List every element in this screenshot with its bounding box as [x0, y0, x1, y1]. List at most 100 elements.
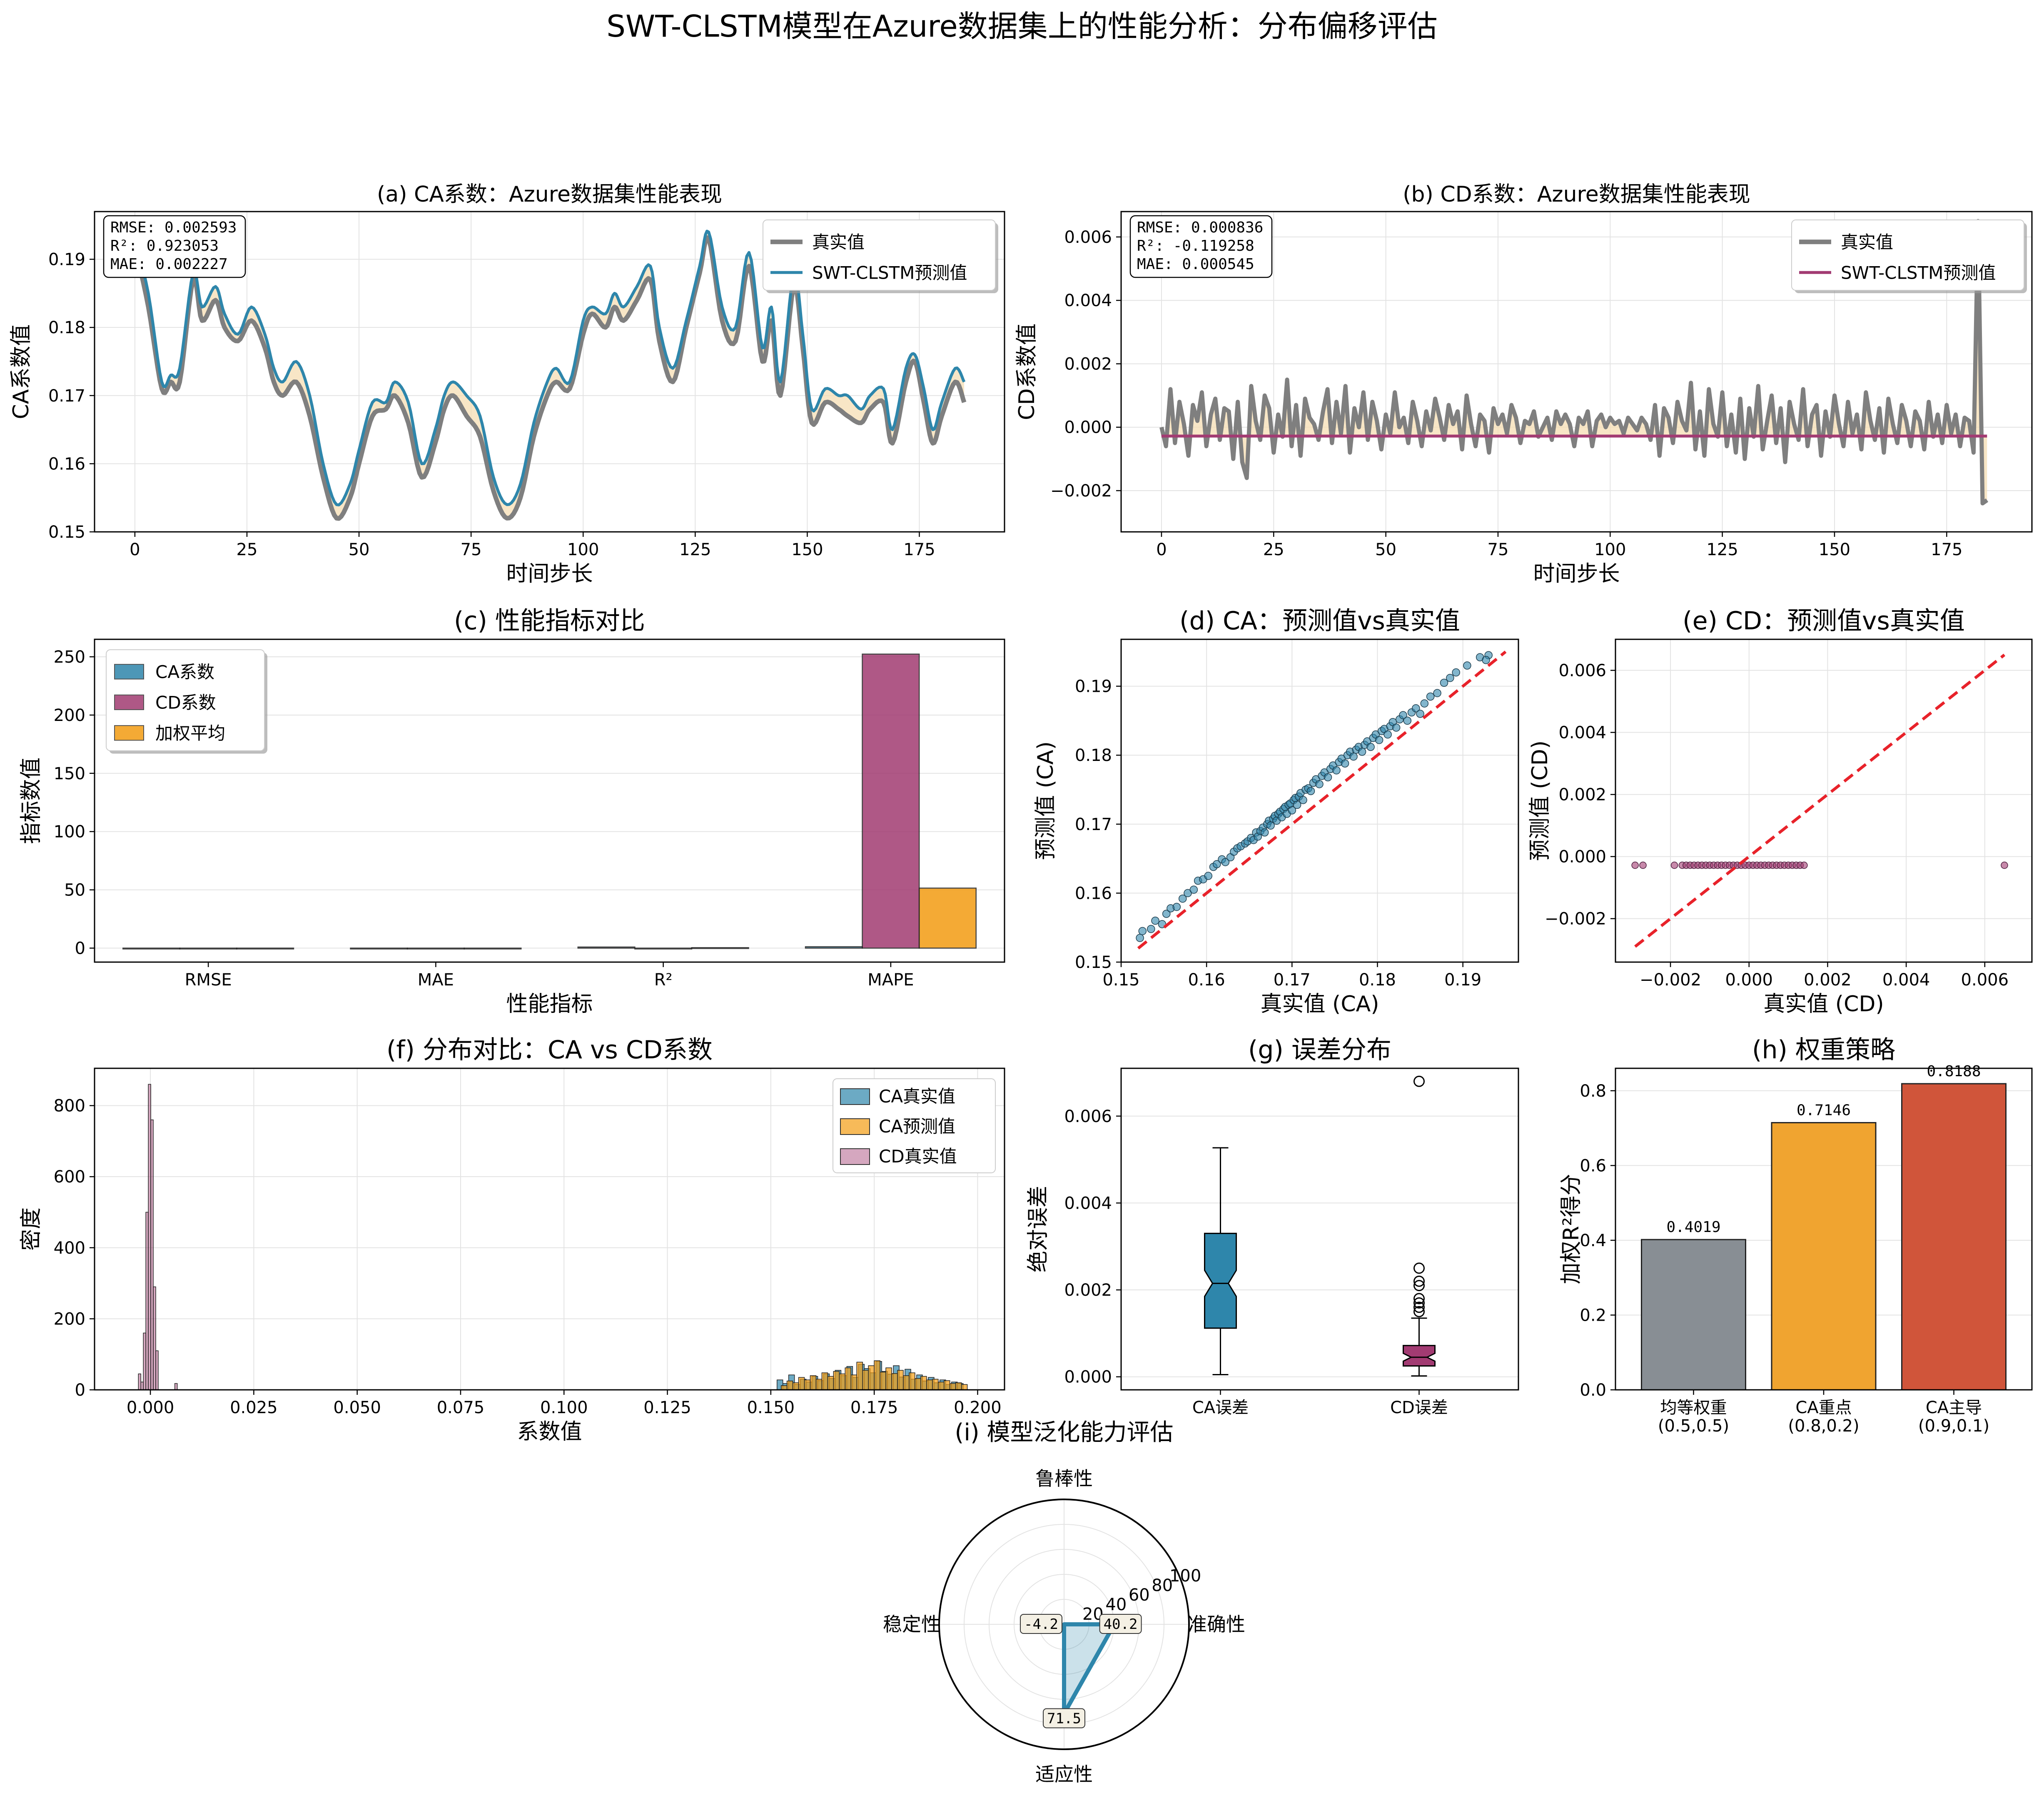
panel-f: 0.000 0.025 0.050 0.075 0.100 0.125 0.150 0.175…: [19, 1035, 1005, 1444]
hist-bar-cd-true: [155, 1350, 159, 1390]
ideal-diagonal-line: [1634, 653, 2006, 948]
y-axis-label: 加权R²得分: [1559, 1174, 1584, 1284]
y-tick-label: 0.16: [1075, 884, 1112, 903]
scatter-point: [1138, 927, 1147, 935]
y-tick-label: 200: [54, 706, 85, 725]
scatter-point: [1403, 716, 1412, 725]
legend-box: [106, 649, 265, 751]
x-tick-label: 125: [1706, 540, 1738, 559]
x-tick-label: (0.8,0.2): [1788, 1416, 1859, 1436]
scatter-point: [1306, 787, 1315, 796]
hist-bar-ca-pred: [874, 1360, 880, 1390]
axes-frame: [94, 211, 1005, 533]
hist-bar-ca-pred: [780, 1385, 788, 1390]
hist-bar-ca-pred: [903, 1375, 910, 1390]
hist-bar-ca-pred: [932, 1379, 939, 1390]
x-tick-label: 0.16: [1188, 970, 1225, 990]
y-tick-label: 0.000: [1558, 848, 1606, 867]
x-tick-label: 150: [791, 540, 823, 559]
scatter-point: [1293, 800, 1301, 809]
x-tick-label: RMSE: [185, 970, 232, 990]
radial-tick-label: 40: [1105, 1595, 1127, 1614]
scatter-point: [1151, 916, 1159, 925]
y-tick-label: 200: [54, 1309, 85, 1329]
panel-title: (a) CA系数：Azure数据集性能表现: [377, 182, 722, 207]
y-tick-label: 400: [54, 1239, 85, 1258]
strategy-bar: [1641, 1239, 1746, 1391]
scatter-point: [1204, 872, 1213, 880]
hist-bar-cd-true: [138, 1373, 141, 1390]
axes-frame: [1615, 638, 2033, 963]
axes-frame: [1120, 638, 1519, 963]
x-axis-label: 系数值: [517, 1419, 582, 1444]
y-tick-label: 0.004: [1558, 723, 1606, 743]
axes-frame: [1615, 1067, 2033, 1391]
x-tick-label: MAE: [418, 970, 454, 990]
scatter-point: [2001, 861, 2008, 869]
scatter-point: [1358, 748, 1366, 756]
polar-frame: [938, 1499, 1190, 1750]
hist-bar-ca-pred: [810, 1375, 817, 1390]
radar-value-box: [1043, 1708, 1085, 1728]
bar-mae-0: [350, 948, 408, 950]
outlier-point: [1413, 1280, 1425, 1292]
x-tick-label: 0.200: [954, 1398, 1002, 1417]
scatter-point: [1332, 766, 1341, 775]
y-tick-label: 0.002: [1558, 786, 1606, 805]
x-tick-label: 0.15: [1102, 970, 1139, 990]
x-tick-label: 0.075: [437, 1398, 485, 1417]
axes-frame: [94, 638, 1005, 963]
x-tick-label: 0.050: [333, 1398, 381, 1417]
scatter-point: [1482, 656, 1490, 664]
radar-value-label: -4.2: [1024, 1616, 1058, 1633]
legend: CA真实值 CA预测值 CD真实值: [833, 1078, 996, 1173]
x-tick-label: 0: [1156, 540, 1167, 559]
scatter-point: [1213, 860, 1221, 868]
y-tick-label: 0.4: [1580, 1231, 1606, 1250]
axes-frame: [1120, 211, 2033, 533]
x-tick-label: 0.004: [1882, 970, 1930, 990]
y-tick-label: −0.002: [1545, 910, 1606, 929]
outlier-point: [1413, 1275, 1425, 1287]
scatter-point: [1178, 894, 1187, 903]
y-tick-label: 0.006: [1064, 1107, 1112, 1126]
hist-bar-cd-true: [153, 1286, 156, 1390]
y-axis-label: CD系数值: [1015, 323, 1039, 420]
error-fill-band: [135, 231, 965, 519]
radar-polygon: [1062, 1622, 1117, 1716]
bar-value-label: 0.4019: [1666, 1219, 1720, 1236]
x-axis-label: 时间步长: [1533, 561, 1620, 586]
y-tick-label: 0.19: [48, 250, 85, 269]
outlier-point: [1413, 1302, 1425, 1313]
y-tick-label: 0.15: [1075, 953, 1112, 972]
x-tick-label: 50: [1375, 540, 1396, 559]
radar-value-box: [1099, 1614, 1142, 1634]
panel-title: (d) CA：预测值vs真实值: [1179, 606, 1460, 636]
panel-b: 0 25 50 75 100 125 150 175 −0.002 0.000 0.002 0.004…: [1015, 182, 2033, 586]
hist-bar-cd-true: [140, 1382, 144, 1390]
outlier-point: [1413, 1297, 1425, 1309]
legend-patch-swatch: [114, 694, 144, 710]
legend-patch-swatch: [840, 1148, 870, 1165]
y-tick-label: 0: [75, 1381, 85, 1400]
hist-bar-ca-pred: [938, 1382, 945, 1390]
x-tick-label: 25: [1263, 540, 1284, 559]
scatter-point: [1446, 673, 1454, 682]
legend: 真实值 SWT-CLSTM预测值: [763, 219, 998, 293]
box-body: [1204, 1232, 1237, 1329]
legend-patch-swatch: [840, 1118, 870, 1135]
bar-rmse-1: [179, 948, 237, 950]
scatter-point: [1299, 796, 1307, 804]
metrics-text: R²: -0.119258: [1137, 237, 1254, 254]
y-tick-label: 150: [54, 764, 85, 783]
legend-patch-swatch: [840, 1088, 870, 1105]
hist-bar-ca-pred: [845, 1367, 852, 1390]
hist-bar-cd-true: [174, 1383, 178, 1390]
x-tick-label: CA重点: [1795, 1398, 1852, 1417]
y-tick-label: 0.17: [1075, 815, 1112, 834]
bar-mape-1: [862, 653, 920, 949]
legend-label: CA真实值: [879, 1086, 955, 1107]
panel-title: (f) 分布对比：CA vs CD系数: [386, 1035, 713, 1065]
x-tick-label: CA主导: [1926, 1398, 1982, 1417]
y-tick-label: 0.000: [1064, 418, 1112, 437]
